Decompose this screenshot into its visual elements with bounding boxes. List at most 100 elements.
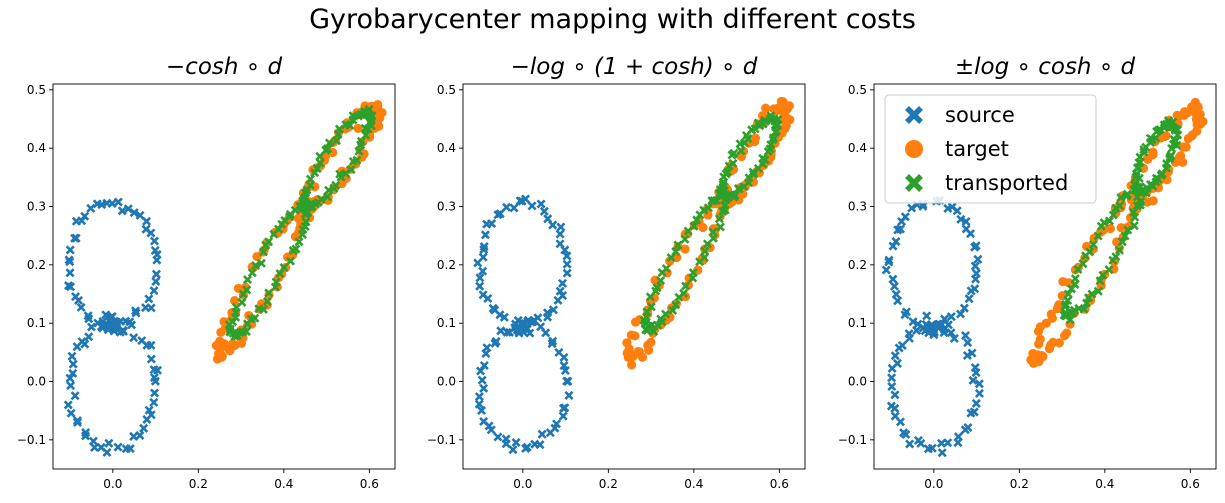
transported-point [352,155,362,165]
source-point [149,373,159,383]
x-tick-label: 0.0 [103,477,122,491]
y-tick-label: 0.1 [27,316,46,330]
source-point [125,444,135,454]
transported-point [1166,151,1176,161]
source-point [480,230,490,240]
transported-point [365,110,375,120]
target-point [782,103,792,113]
source-point [141,224,151,234]
transported-point [707,196,717,206]
source-point [927,443,937,453]
transported-point [656,276,666,286]
transported-point [341,120,351,130]
source-point [970,363,980,373]
source-point [974,388,984,398]
x-tick-label: 0.6 [1181,477,1200,491]
source-point [970,261,980,271]
y-tick-label: 0.2 [27,258,46,272]
legend-label: target [945,137,1009,161]
source-point [65,257,75,267]
source-point [964,294,974,304]
target-point [211,341,221,351]
target-point [230,295,240,306]
source-point [967,348,977,358]
target-point [1033,326,1044,337]
y-tick-label: 0.5 [27,83,46,97]
source-point [129,208,139,218]
source-point [912,325,922,335]
source-point [560,403,570,413]
transported-point [1128,207,1138,217]
y-tick-label: 0.0 [27,375,46,389]
transported-point [1111,203,1121,213]
target-point [1058,277,1068,287]
transported-point [714,214,724,224]
source-point [973,254,983,264]
transported-point [316,194,326,204]
source-point [890,403,900,413]
transported-point [250,313,260,323]
source-point [548,305,558,315]
source-point [86,322,96,332]
x-tick-label: 0.2 [1010,477,1029,491]
scatter-points [881,97,1208,458]
source-point [539,206,549,216]
target-point [216,327,226,337]
transported-point [760,155,770,165]
source-point [501,434,511,444]
source-point [887,382,897,392]
source-point [904,333,914,343]
transported-point [1067,284,1077,294]
source-point [129,431,139,441]
source-point [63,400,73,410]
source-point [897,216,907,227]
figure-title: Gyrobarycenter mapping with different co… [309,4,916,35]
source-point [84,314,94,324]
transported-point [1117,237,1127,247]
source-point [109,323,119,333]
transported-point [348,115,358,125]
source-point [558,278,568,288]
transported-point [708,227,718,237]
source-point [556,222,566,232]
source-point [555,286,565,296]
source-point [961,217,971,227]
transported-point [321,145,331,155]
subplot-title: −log ∘ (1 + cosh) ∘ d [511,54,758,80]
source-point [146,303,156,313]
transported-point [768,133,778,143]
legend-label: transported [945,171,1068,195]
source-point [963,423,973,433]
transported-point [700,246,710,256]
transported-point [261,240,271,250]
target-point [1038,351,1048,362]
source-point [486,425,496,435]
source-point [536,322,546,332]
source-point [65,245,75,255]
source-point [101,310,111,320]
legend-x-icon [905,106,923,124]
transported-point [695,210,705,220]
source-point [478,266,488,276]
transported-point [1120,231,1130,241]
source-point [533,313,543,323]
source-point [555,239,565,249]
subplot-pm-log-cosh: ±log ∘ cosh ∘ d 0.0 0.2 0.4 0.6 −0.1 0.0 0.1 0.2… [838,54,1217,491]
source-point [905,439,915,449]
target-point [630,317,641,327]
target-point [353,123,363,133]
source-point [893,296,903,306]
target-point [626,352,637,362]
source-point [517,318,527,328]
source-point [149,286,159,296]
source-point [562,259,572,269]
transported-point [1122,189,1132,199]
source-point [493,432,503,442]
transported-point [715,222,725,232]
source-point [535,440,545,450]
source-point [474,392,484,402]
transported-point [1116,193,1126,203]
transported-point [361,130,371,140]
source-point [559,361,569,371]
target-point [217,351,227,361]
